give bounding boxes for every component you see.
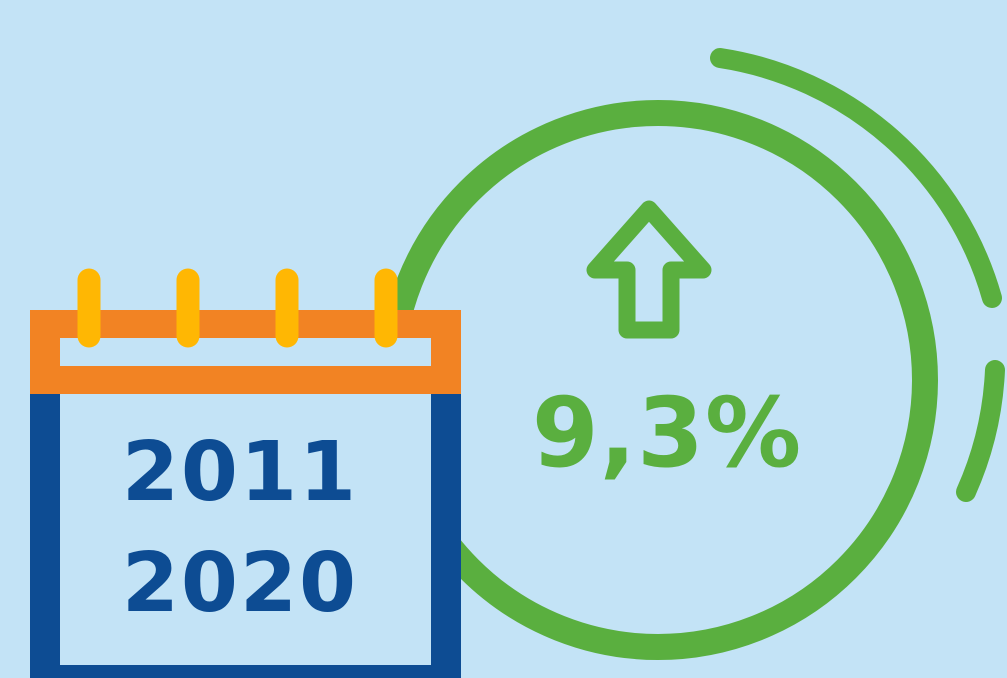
calendar-rings — [77, 268, 398, 348]
calendar-header-slot — [60, 338, 431, 366]
outer-arc-top — [710, 48, 1002, 308]
growth-value: 9,3% — [532, 377, 802, 489]
year-end: 2020 — [122, 536, 358, 631]
calendar-page — [60, 392, 431, 665]
outer-arc-bottom — [956, 360, 1005, 502]
year-start: 2011 — [122, 425, 358, 520]
arrow-up-icon — [586, 200, 712, 339]
